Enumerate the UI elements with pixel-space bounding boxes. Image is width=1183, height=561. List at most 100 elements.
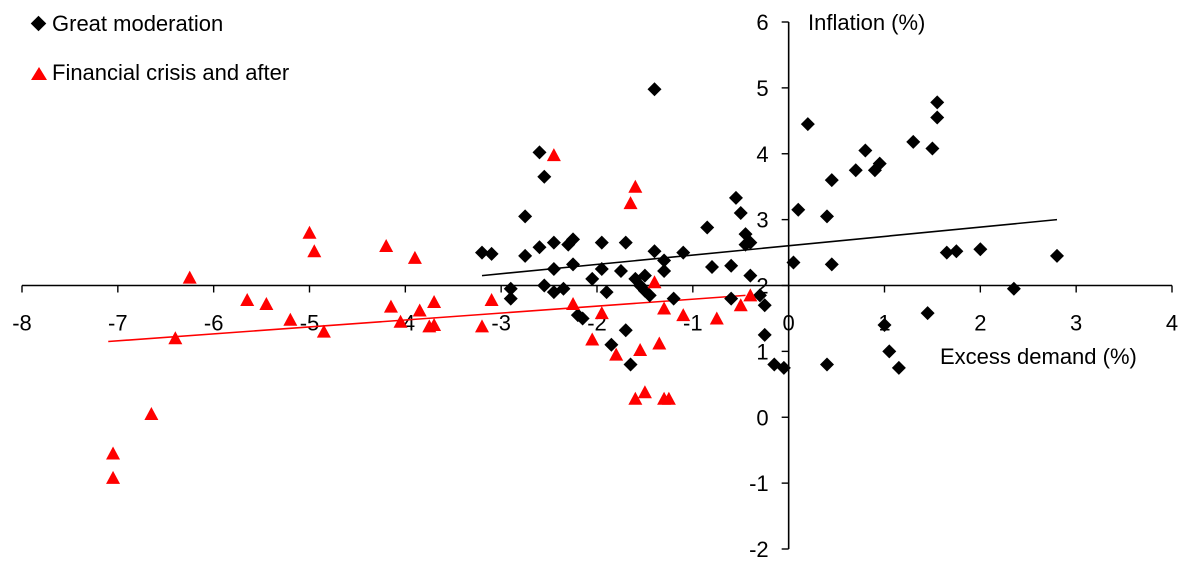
- data-point-triangle: [733, 298, 748, 312]
- data-point-triangle: [144, 406, 159, 420]
- legend-label: Great moderation: [52, 11, 223, 36]
- data-point-triangle: [647, 275, 662, 289]
- data-point-triangle: [307, 244, 322, 258]
- legend-marker-triangle: [31, 67, 47, 80]
- data-point-diamond: [848, 163, 863, 178]
- y-tick-label: 3: [756, 208, 768, 233]
- data-point-diamond: [930, 95, 945, 110]
- data-point-triangle: [676, 308, 691, 322]
- data-point-diamond: [475, 245, 489, 260]
- legend-label: Financial crisis and after: [52, 60, 289, 85]
- data-point-triangle: [168, 331, 183, 345]
- data-point-triangle: [475, 319, 489, 333]
- data-point-diamond: [820, 209, 834, 224]
- legend-item-great-moderation: Great moderation: [30, 11, 223, 36]
- data-point-triangle: [427, 318, 442, 332]
- data-point-diamond: [891, 360, 906, 375]
- x-tick-label: 2: [974, 311, 986, 336]
- data-point-diamond: [537, 278, 552, 293]
- data-point-diamond: [757, 298, 772, 313]
- x-axis-label: Excess demand (%): [940, 344, 1137, 369]
- data-point-diamond: [752, 288, 767, 303]
- data-point-diamond: [733, 206, 748, 221]
- x-tick-label: -8: [12, 311, 32, 336]
- data-point-triangle: [652, 336, 667, 350]
- data-point-diamond: [585, 271, 600, 286]
- data-point-diamond: [906, 134, 921, 149]
- data-point-diamond: [925, 141, 940, 156]
- y-axis-label: Inflation (%): [808, 10, 925, 35]
- data-point-triangle: [427, 294, 442, 308]
- data-point-diamond: [666, 291, 681, 306]
- x-tick-label: -6: [204, 311, 224, 336]
- data-point-triangle: [546, 148, 561, 162]
- data-point-diamond: [882, 344, 897, 359]
- data-point-diamond: [532, 145, 547, 160]
- data-point-triangle: [182, 270, 197, 284]
- data-point-diamond: [939, 245, 954, 260]
- y-tick-label: 0: [756, 405, 768, 430]
- data-point-diamond: [647, 82, 662, 97]
- data-point-diamond: [594, 262, 609, 277]
- data-point-diamond: [700, 220, 715, 235]
- data-point-diamond: [858, 143, 873, 158]
- data-point-diamond: [776, 360, 791, 375]
- data-point-diamond: [613, 264, 628, 279]
- y-tick-label: 6: [756, 10, 768, 35]
- y-tick-label: 1: [756, 339, 768, 364]
- data-point-triangle: [106, 446, 121, 460]
- x-tick-label: 3: [1070, 311, 1082, 336]
- data-point-triangle: [585, 332, 600, 346]
- data-point-diamond: [503, 281, 518, 296]
- data-point-diamond: [537, 169, 552, 184]
- data-point-diamond: [618, 235, 633, 250]
- data-point-diamond: [657, 253, 672, 268]
- data-point-diamond: [518, 209, 533, 224]
- y-tick-label: -2: [749, 537, 769, 561]
- x-tick-label: -5: [300, 311, 320, 336]
- data-point-diamond: [949, 244, 964, 259]
- data-point-diamond: [623, 357, 638, 372]
- data-point-diamond: [484, 246, 499, 261]
- data-point-triangle: [412, 303, 427, 317]
- data-point-diamond: [657, 264, 672, 279]
- data-point-triangle: [566, 296, 581, 310]
- y-tick-label: -1: [749, 471, 769, 496]
- data-point-triangle: [609, 347, 624, 361]
- data-point-triangle: [393, 314, 408, 328]
- data-point-diamond: [575, 311, 590, 326]
- data-point-triangle: [484, 292, 499, 306]
- x-tick-label: -1: [683, 311, 703, 336]
- data-point-diamond: [566, 232, 581, 247]
- data-point-diamond: [618, 323, 633, 338]
- data-point-diamond: [930, 110, 945, 125]
- data-point-triangle: [106, 470, 121, 484]
- data-point-diamond: [786, 255, 801, 270]
- data-point-triangle: [407, 250, 422, 264]
- data-point-triangle: [628, 391, 643, 405]
- data-point-diamond: [604, 337, 619, 352]
- data-point-triangle: [379, 238, 394, 252]
- x-tick-label: 4: [1166, 311, 1178, 336]
- x-tick-label: -3: [491, 311, 511, 336]
- data-point-diamond: [1050, 248, 1064, 263]
- y-tick-label: 5: [756, 76, 768, 101]
- data-point-diamond: [920, 306, 935, 321]
- data-point-diamond: [647, 244, 662, 259]
- x-tick-label: 0: [783, 311, 795, 336]
- data-point-diamond: [566, 257, 581, 272]
- data-point-triangle: [661, 391, 676, 405]
- data-point-triangle: [283, 312, 298, 326]
- data-point-triangle: [240, 292, 255, 306]
- data-point-diamond: [642, 288, 657, 303]
- legend: Great moderation Financial crisis and af…: [30, 11, 289, 85]
- data-point-diamond: [705, 260, 719, 275]
- data-point-triangle: [657, 301, 672, 315]
- data-point-diamond: [1006, 281, 1021, 296]
- trendline-financial-crisis: [108, 294, 746, 343]
- data-point-triangle: [383, 299, 398, 313]
- data-point-diamond: [546, 262, 561, 277]
- data-point-diamond: [518, 248, 533, 263]
